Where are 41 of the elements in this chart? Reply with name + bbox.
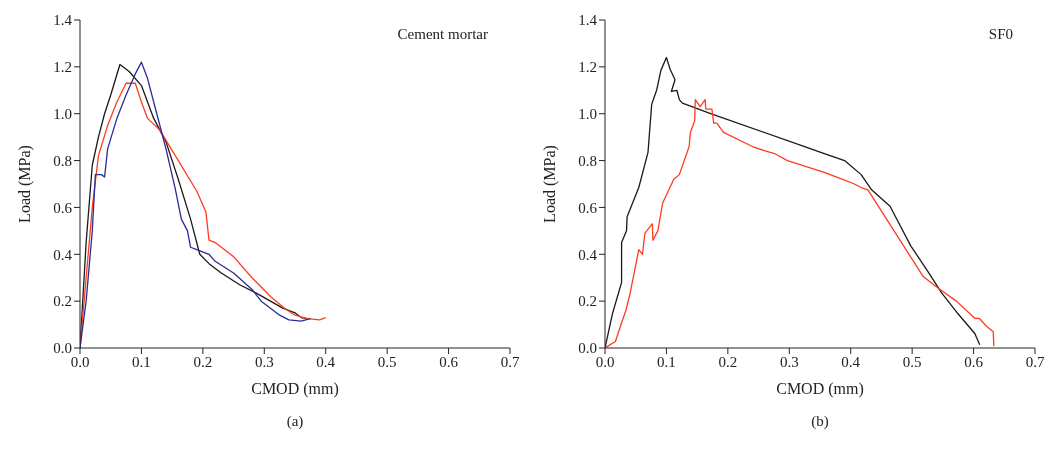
y-tick-label: 1.0: [578, 106, 597, 123]
x-tick-label: 0.4: [841, 353, 861, 370]
y-axis-title: Load (MPa): [15, 145, 34, 223]
x-axis-title: CMOD (mm): [251, 380, 339, 398]
y-tick-label: 0.2: [53, 293, 72, 310]
x-tick-label: 0.3: [779, 353, 799, 370]
x-tick-label: 0.2: [718, 353, 738, 370]
x-tick-label: 0.3: [254, 353, 274, 370]
x-tick-label: 0.2: [193, 353, 213, 370]
text: (b): [810, 413, 830, 430]
annotation: Cement mortar: [397, 26, 488, 43]
y-tick-label: 0.0: [53, 340, 72, 357]
x-tick-label: 0.7: [500, 353, 520, 370]
x-tick-label: 0.0: [595, 353, 615, 370]
y-tick-label: 0.6: [578, 199, 598, 216]
x-tick-label: 0.1: [657, 353, 676, 370]
y-tick-label: 0.8: [53, 152, 72, 169]
y-tick-label: 0.2: [578, 293, 597, 310]
x-tick-label: 0.5: [902, 353, 922, 370]
y-tick-label: 1.2: [53, 59, 72, 76]
x-tick-label: 0.0: [70, 353, 90, 370]
annotation: SF0: [988, 26, 1013, 43]
y-axis-title: Load (MPa): [540, 145, 559, 223]
y-tick-label: 1.4: [578, 12, 598, 29]
y-tick-label: 0.0: [578, 340, 597, 357]
y-tick-label: 1.0: [53, 106, 72, 123]
x-tick-label: 0.7: [1025, 353, 1045, 370]
y-tick-label: 0.4: [53, 246, 73, 263]
text: (a): [285, 413, 305, 430]
y-tick-label: 0.6: [53, 199, 73, 216]
line-series: [605, 99, 995, 348]
x-axis-title: CMOD (mm): [776, 380, 864, 398]
x-tick-label: 0.4: [316, 353, 336, 370]
x-tick-label: 0.1: [132, 353, 151, 370]
x-tick-label: 0.6: [439, 353, 459, 370]
x-tick-label: 0.6: [964, 353, 984, 370]
y-tick-label: 0.8: [578, 152, 597, 169]
x-tick-label: 0.5: [377, 353, 397, 370]
y-tick-label: 1.2: [578, 59, 597, 76]
y-tick-label: 1.4: [53, 12, 73, 29]
y-tick-label: 0.4: [578, 246, 598, 263]
